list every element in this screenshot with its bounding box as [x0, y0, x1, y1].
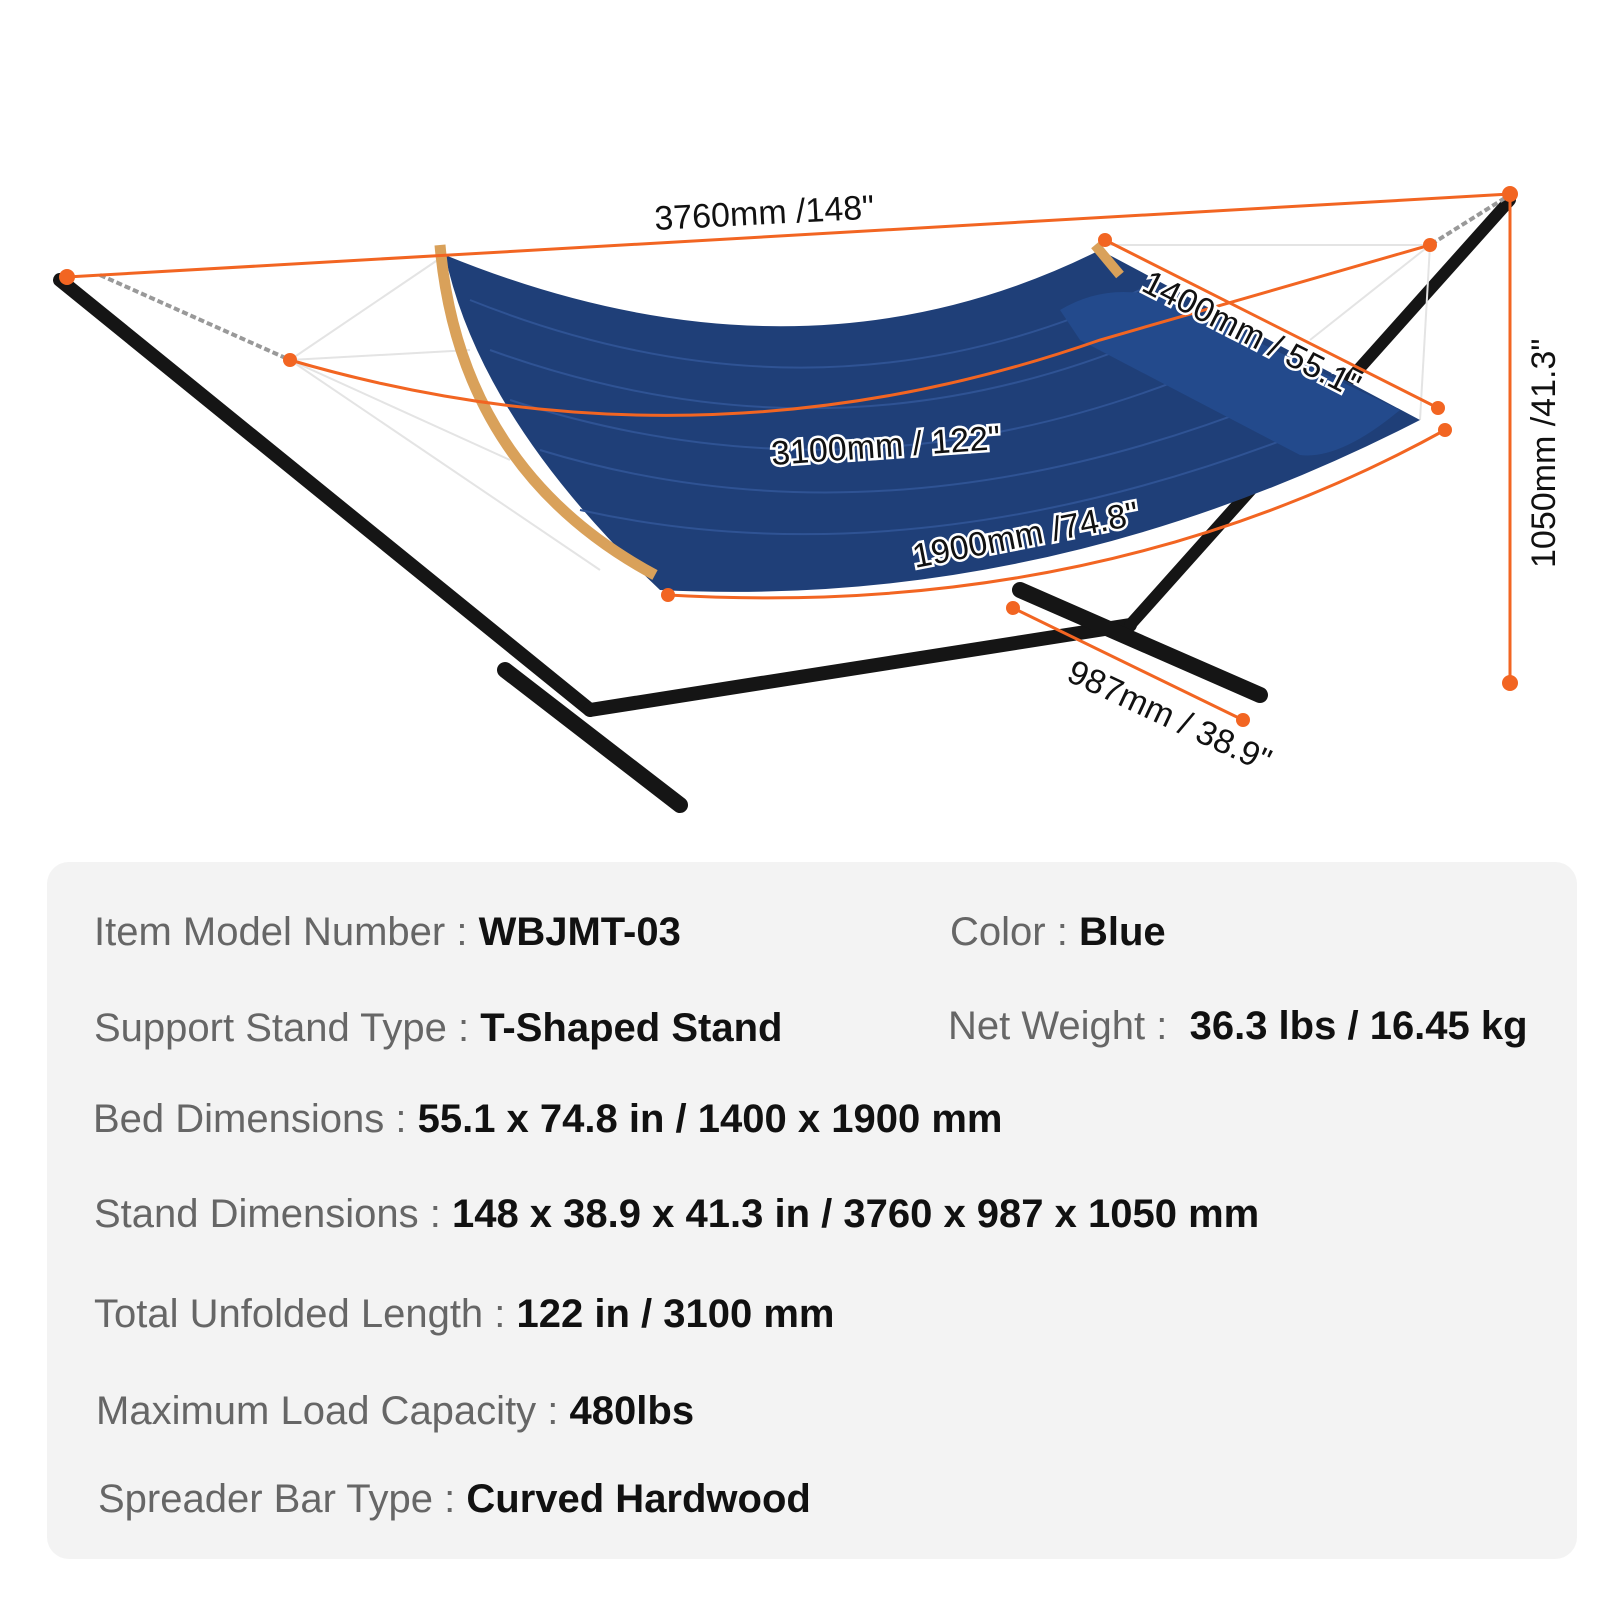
spec-net-weight: Net Weight : 36.3 lbs / 16.45 kg	[948, 1004, 1528, 1049]
stand-height-label: 1050mm /41.3"	[1525, 339, 1563, 568]
spec-label: Item Model Number	[94, 910, 446, 954]
spec-label: Net Weight	[948, 1004, 1146, 1048]
spec-value: Blue	[1078, 910, 1166, 954]
spec-label: Bed Dimensions	[93, 1097, 385, 1141]
spec-model-number: Item Model Number : WBJMT-03	[94, 910, 681, 955]
spec-sep: :	[418, 1192, 452, 1236]
specifications-panel: Item Model Number : WBJMT-03 Color : Blu…	[47, 862, 1577, 1559]
spec-label: Maximum Load Capacity	[96, 1389, 537, 1433]
spec-sep: :	[536, 1389, 570, 1433]
spec-load-capacity: Maximum Load Capacity : 480lbs	[96, 1389, 694, 1434]
spec-spreader-bar: Spreader Bar Type : Curved Hardwood	[98, 1477, 811, 1522]
spec-sep: :	[1145, 1004, 1190, 1048]
hammock-dimension-diagram: 3760mm /148" 1400mm / 55.1" 3100mm / 122…	[53, 186, 1563, 813]
quilting-lines	[469, 289, 1371, 536]
spec-unfolded-length: Total Unfolded Length : 122 in / 3100 mm	[94, 1292, 835, 1337]
spec-value: 122 in / 3100 mm	[516, 1292, 835, 1336]
pillow	[1060, 292, 1400, 456]
spec-stand-type: Support Stand Type : T-Shaped Stand	[94, 1006, 782, 1051]
hanging-chain	[1428, 196, 1507, 247]
hanging-chain	[99, 273, 291, 362]
spec-sep: :	[1045, 910, 1079, 954]
spec-bed-dimensions: Bed Dimensions : 55.1 x 74.8 in / 1400 x…	[93, 1097, 1002, 1142]
spec-label: Support Stand Type	[94, 1006, 447, 1050]
spec-value: 148 x 38.9 x 41.3 in / 3760 x 987 x 1050…	[451, 1192, 1260, 1236]
spec-value: WBJMT-03	[478, 910, 681, 954]
spreader-bar-left	[434, 244, 658, 580]
spreader-bar-right	[1091, 241, 1124, 279]
spec-label: Color	[950, 910, 1046, 954]
spec-stand-dimensions: Stand Dimensions : 148 x 38.9 x 41.3 in …	[94, 1192, 1259, 1237]
spec-sep: :	[384, 1097, 418, 1141]
spec-sep: :	[446, 1006, 481, 1050]
spec-sep: :	[445, 910, 479, 954]
spec-value: Curved Hardwood	[466, 1477, 811, 1521]
spec-value: T-Shaped Stand	[480, 1006, 783, 1050]
spec-sep: :	[433, 1477, 467, 1521]
spec-label: Stand Dimensions	[94, 1192, 419, 1236]
spec-value: 480lbs	[569, 1389, 695, 1433]
spec-label: Total Unfolded Length	[94, 1292, 484, 1336]
hammock-ropes	[289, 244, 1431, 571]
spec-value: 36.3 lbs / 16.45 kg	[1189, 1004, 1528, 1048]
stand-length-label: 3760mm /148"	[653, 189, 875, 238]
spec-sep: :	[483, 1292, 517, 1336]
spec-color: Color : Blue	[950, 910, 1166, 955]
dimension-endpoints	[59, 186, 1518, 727]
spec-value: 55.1 x 74.8 in / 1400 x 1900 mm	[417, 1097, 1003, 1141]
dimension-lines	[66, 192, 1512, 722]
spec-label: Spreader Bar Type	[98, 1477, 434, 1521]
